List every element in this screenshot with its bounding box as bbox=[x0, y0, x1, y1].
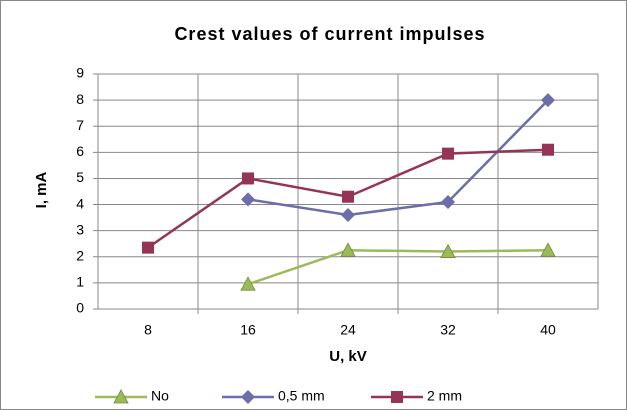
legend-label: 2 mm bbox=[427, 388, 462, 404]
legend-label: 0,5 mm bbox=[278, 388, 325, 404]
y-tick-label: 3 bbox=[76, 221, 84, 237]
data-point bbox=[541, 93, 555, 108]
y-axis-label: I, mA bbox=[33, 172, 50, 209]
y-tick-label: 8 bbox=[76, 91, 84, 107]
y-tick-label: 2 bbox=[76, 247, 84, 263]
data-point bbox=[542, 143, 554, 156]
x-tick-label: 24 bbox=[340, 322, 356, 338]
x-axis-label: U, kV bbox=[329, 348, 367, 365]
data-point bbox=[342, 190, 354, 203]
legend-label: No bbox=[151, 388, 169, 404]
x-tick-label: 32 bbox=[440, 322, 456, 338]
x-tick-label: 16 bbox=[240, 322, 256, 338]
legend-marker bbox=[113, 389, 129, 404]
data-point bbox=[242, 172, 254, 185]
data-point bbox=[441, 194, 455, 209]
data-point bbox=[142, 241, 154, 254]
y-tick-label: 4 bbox=[76, 195, 84, 211]
data-point bbox=[540, 242, 556, 257]
x-tick-label: 40 bbox=[540, 322, 556, 338]
chart-title: Crest values of current impulses bbox=[174, 24, 485, 44]
x-tick-label: 8 bbox=[144, 322, 152, 338]
data-point bbox=[341, 208, 355, 222]
y-tick-label: 1 bbox=[76, 274, 84, 290]
data-point bbox=[240, 276, 256, 291]
data-point bbox=[442, 147, 454, 160]
legend-marker bbox=[241, 390, 255, 404]
data-point bbox=[241, 192, 255, 207]
series-line bbox=[247, 248, 549, 286]
y-tick-label: 6 bbox=[76, 143, 84, 159]
y-tick-label: 7 bbox=[76, 117, 84, 133]
y-tick-label: 5 bbox=[76, 169, 84, 185]
y-tick-label: 0 bbox=[76, 300, 84, 316]
y-tick-label: 9 bbox=[76, 65, 84, 81]
data-point bbox=[440, 243, 456, 258]
legend-marker bbox=[391, 391, 403, 403]
data-point bbox=[340, 242, 356, 257]
